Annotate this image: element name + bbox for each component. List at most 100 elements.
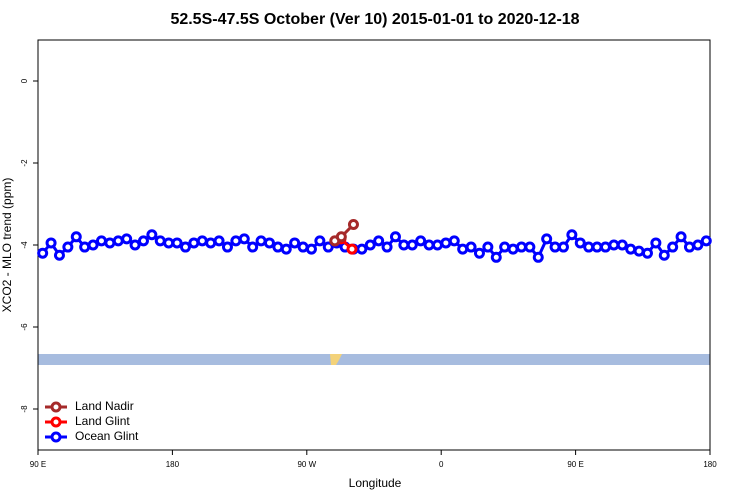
y-tick-label: 0 xyxy=(20,78,29,83)
x-tick-label: 0 xyxy=(439,460,444,469)
point xyxy=(373,235,385,247)
point xyxy=(641,247,653,259)
legend-label: Land Glint xyxy=(75,414,130,428)
point xyxy=(465,241,477,253)
legend-label: Ocean Glint xyxy=(75,429,139,443)
point xyxy=(532,251,544,263)
point xyxy=(280,243,292,255)
x-tick-label: 90 E xyxy=(30,460,46,469)
point xyxy=(633,245,645,257)
point xyxy=(473,247,485,259)
legend-label: Land Nadir xyxy=(75,399,134,413)
point xyxy=(45,237,57,249)
point xyxy=(171,237,183,249)
x-tick-label: 90 W xyxy=(297,460,316,469)
point xyxy=(95,235,107,247)
point xyxy=(675,231,687,243)
point xyxy=(272,241,284,253)
y-tick-label: -6 xyxy=(20,323,29,331)
point xyxy=(574,237,586,249)
point xyxy=(608,239,620,251)
point xyxy=(137,235,149,247)
point xyxy=(381,241,393,253)
point xyxy=(591,241,603,253)
point xyxy=(37,247,49,259)
point xyxy=(188,237,200,249)
point xyxy=(667,241,679,253)
point xyxy=(524,241,536,253)
point xyxy=(347,219,359,230)
point xyxy=(658,249,670,261)
point xyxy=(507,243,519,255)
point xyxy=(364,239,376,251)
point xyxy=(625,243,637,255)
legend-marker xyxy=(50,431,62,443)
point xyxy=(335,231,347,243)
point xyxy=(683,241,695,253)
point xyxy=(515,241,527,253)
point xyxy=(616,239,628,251)
point xyxy=(448,235,460,247)
x-tick-label: 90 E xyxy=(567,460,583,469)
legend-marker xyxy=(50,416,62,428)
point xyxy=(104,237,116,249)
point xyxy=(431,239,443,251)
x-tick-label: 180 xyxy=(703,460,717,469)
point xyxy=(263,237,275,249)
point xyxy=(247,241,259,253)
point xyxy=(541,233,553,245)
point xyxy=(490,251,502,263)
point xyxy=(566,229,578,241)
point xyxy=(163,237,175,249)
point xyxy=(499,241,511,253)
point xyxy=(129,239,141,251)
point xyxy=(146,229,158,241)
point xyxy=(196,235,208,247)
point xyxy=(70,231,82,243)
chart-title: 52.5S-47.5S October (Ver 10) 2015-01-01 … xyxy=(170,11,579,28)
point xyxy=(406,239,418,251)
point xyxy=(557,241,569,253)
y-tick-label: -2 xyxy=(20,159,29,167)
point xyxy=(87,239,99,251)
point xyxy=(238,233,250,245)
y-tick-label: -8 xyxy=(20,405,29,413)
point xyxy=(213,235,225,247)
x-tick-label: 180 xyxy=(166,460,180,469)
y-tick-label: -4 xyxy=(20,241,29,249)
point xyxy=(112,235,124,247)
point xyxy=(457,243,469,255)
y-axis-label: XCO2 - MLO trend (ppm) xyxy=(0,178,14,313)
point xyxy=(221,241,233,253)
point xyxy=(79,241,91,253)
point xyxy=(692,239,704,251)
point xyxy=(322,241,334,253)
x-axis-label: Longitude xyxy=(349,476,402,490)
point xyxy=(230,235,242,247)
point xyxy=(289,237,301,249)
point xyxy=(389,231,401,243)
point xyxy=(482,241,494,253)
point xyxy=(255,235,267,247)
point xyxy=(121,233,133,245)
point xyxy=(423,239,435,251)
point xyxy=(305,243,317,255)
map-land xyxy=(330,354,342,365)
legend-marker xyxy=(50,401,62,413)
point xyxy=(583,241,595,253)
point xyxy=(205,237,217,249)
point xyxy=(297,241,309,253)
point xyxy=(700,235,712,247)
point xyxy=(599,241,611,253)
point xyxy=(62,241,74,253)
point xyxy=(415,235,427,247)
point xyxy=(549,241,561,253)
point xyxy=(53,249,65,261)
point xyxy=(179,241,191,253)
point xyxy=(154,235,166,247)
point xyxy=(356,243,368,255)
point xyxy=(398,239,410,251)
point xyxy=(346,243,358,255)
map-strip xyxy=(38,354,710,365)
